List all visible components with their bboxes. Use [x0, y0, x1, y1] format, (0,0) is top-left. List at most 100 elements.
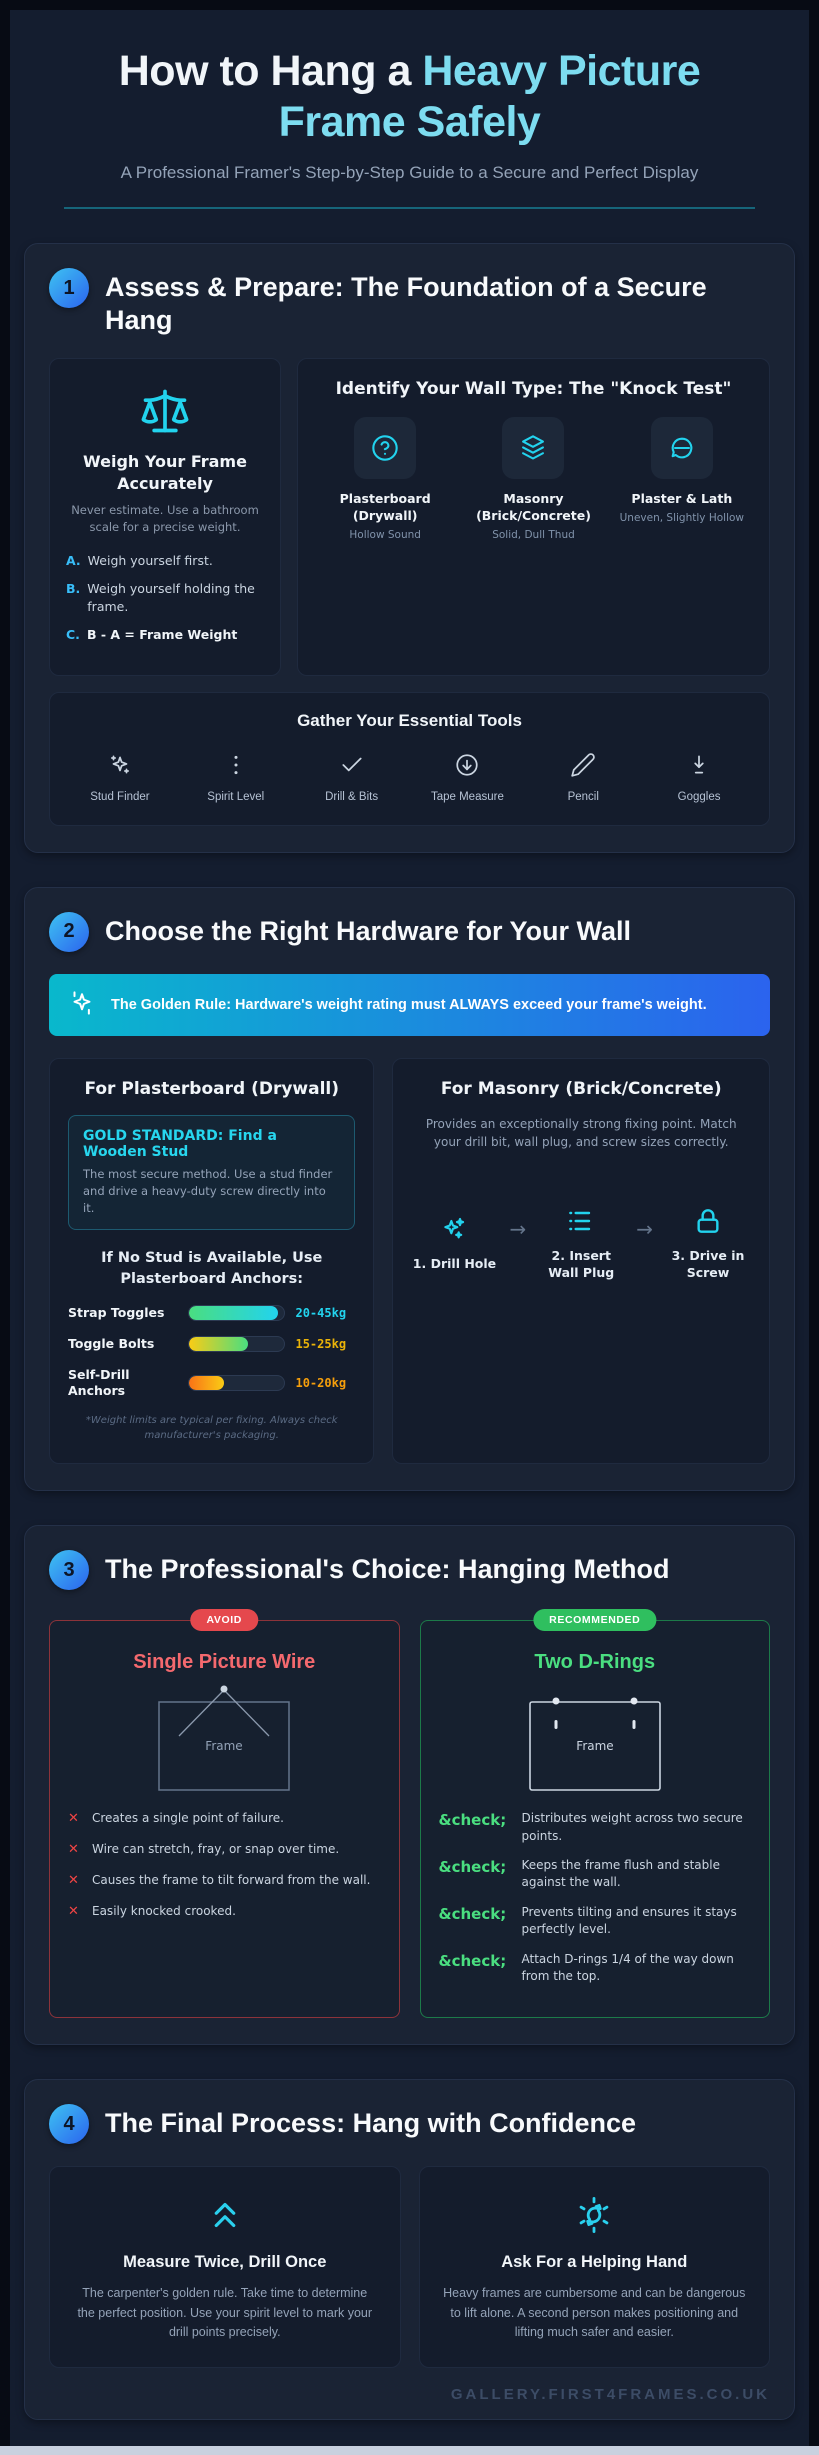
tool-label: Spirit Level [207, 790, 265, 803]
wall-type-plasterboard: Plasterboard (Drywall) Hollow Sound [316, 417, 454, 541]
final-card-desc: Heavy frames are cumbersome and can be d… [443, 2286, 746, 2340]
header: How to Hang a Heavy Picture Frame Safely… [10, 38, 809, 210]
tool-pencil: Pencil [529, 749, 637, 805]
page-title-white: How to Hang a [118, 47, 423, 95]
anchor-label: Strap Toggles [68, 1305, 165, 1321]
measure-twice-card: Measure Twice, Drill Once The carpenter'… [49, 2166, 401, 2368]
final-card-title: Ask For a Helping Hand [501, 2253, 688, 2272]
wall-type-name: Masonry (Brick/Concrete) [476, 491, 591, 524]
point-text: Prevents tilting and ensures it stays pe… [521, 1904, 737, 1937]
section4-header: 4 The Final Process: Hang with Confidenc… [49, 2104, 770, 2145]
recommended-title: Two D-Rings [534, 1651, 656, 1674]
weigh-card-desc: Never estimate. Use a bathroom scale for… [71, 503, 259, 535]
point-text: Distributes weight across two secure poi… [521, 1811, 743, 1843]
point-text: Causes the frame to tilt forward from th… [92, 1873, 371, 1887]
anchors-chart: Strap Toggles 20-45kg Toggle Bolts 15-25… [68, 1305, 355, 1398]
list-item: &check; Distributes weight across two sec… [439, 1810, 752, 1845]
anchor-bar-track [188, 1336, 286, 1353]
knock-test-title: Identify Your Wall Type: The "Knock Test… [335, 379, 732, 400]
recommended-points: &check; Distributes weight across two sec… [439, 1810, 752, 1985]
weigh-card-title: Weigh Your Frame Accurately [83, 452, 247, 493]
point-text: Attach D-rings 1/4 of the way down from … [521, 1951, 734, 1984]
chevrons-up-icon [72, 2193, 378, 2237]
wall-type-sound: Solid, Dull Thud [492, 529, 575, 541]
check-entity-text: &check; [438, 1904, 507, 1923]
step-text: Weigh yourself first. [87, 552, 213, 568]
lock-icon [665, 1204, 751, 1238]
avoid-badge: AVOID [190, 1609, 258, 1632]
arrow-right-icon: → [636, 1216, 653, 1241]
check-entity-text: &check; [438, 1951, 507, 1970]
section-final-process: 4 The Final Process: Hang with Confidenc… [24, 2079, 795, 2420]
step-letter: C. [66, 627, 80, 643]
tools-grid: Stud Finder Spirit Level Drill & Bits Ta… [66, 749, 753, 805]
point-text: Keeps the frame flush and stable against… [521, 1858, 721, 1890]
sun-arrows-icon [442, 2193, 748, 2237]
section-hanging-method: 3 The Professional's Choice: Hanging Met… [24, 1525, 795, 2046]
final-grid: Measure Twice, Drill Once The carpenter'… [49, 2166, 770, 2368]
balance-scale-icon [66, 385, 264, 441]
pencil-icon [529, 749, 637, 781]
section4-title: The Final Process: Hang with Confidence [105, 2108, 637, 2139]
anchor-weight-range: 10-20kg [295, 1375, 347, 1390]
anchors-heading: If No Stud is Available, Use Plasterboar… [101, 1250, 323, 1287]
plasterboard-card: For Plasterboard (Drywall) GOLD STANDARD… [49, 1057, 375, 1465]
section1-grid: Weigh Your Frame Accurately Never estima… [49, 358, 770, 676]
point-text: Easily knocked crooked. [92, 1903, 236, 1918]
wall-type-sound: Uneven, Slightly Hollow [619, 512, 744, 525]
golden-rule-banner: The Golden Rule: Hardware's weight ratin… [49, 973, 770, 1036]
anchors-footnote: *Weight limits are typical per fixing. A… [85, 1415, 338, 1442]
tool-label: Pencil [567, 790, 599, 803]
masonry-steps: 1. Drill Hole → 2. Insert Wall Plug → 3.… [411, 1204, 751, 1282]
masonry-step-label: 2. Insert Wall Plug [548, 1247, 615, 1280]
sparkles-icon [67, 988, 97, 1022]
section1-title: Assess & Prepare: The Foundation of a Se… [105, 272, 707, 335]
weigh-frame-card: Weigh Your Frame Accurately Never estima… [49, 358, 281, 676]
page-title: How to Hang a Heavy Picture Frame Safely [55, 46, 765, 147]
hardware-grid: For Plasterboard (Drywall) GOLD STANDARD… [49, 1057, 770, 1465]
step-letter: A. [66, 552, 81, 568]
step-number-badge: 3 [49, 1550, 89, 1591]
final-card-desc: The carpenter's golden rule. Take time t… [77, 2286, 373, 2340]
golden-rule-text: The Golden Rule: Hardware's weight ratin… [111, 996, 707, 1013]
x-mark-icon: ✕ [68, 1842, 79, 1858]
avoid-points: ✕ Creates a single point of failure. ✕ Wir… [68, 1810, 381, 1921]
step-letter: B. [66, 581, 81, 597]
section3-header: 3 The Professional's Choice: Hanging Met… [49, 1550, 770, 1591]
sparkles-icon [411, 1212, 497, 1246]
tools-card: Gather Your Essential Tools Stud Finder … [49, 691, 770, 826]
masonry-step-plug: 2. Insert Wall Plug [538, 1204, 624, 1282]
recommended-card: RECOMMENDED Two D-Rings Frame &check; Dis… [419, 1609, 770, 2019]
anchor-row-strap-toggles: Strap Toggles 20-45kg [68, 1305, 355, 1322]
anchor-weight-range: 15-25kg [295, 1337, 347, 1352]
check-entity-text: &check; [438, 1811, 507, 1830]
speech-bubble-icon [650, 417, 713, 480]
anchor-bar-fill [189, 1375, 225, 1390]
page-subtitle: A Professional Framer's Step-by-Step Gui… [120, 163, 699, 183]
knock-test-card: Identify Your Wall Type: The "Knock Test… [297, 358, 770, 676]
anchor-row-toggle-bolts: Toggle Bolts 15-25kg [68, 1336, 355, 1353]
list-item: A. Weigh yourself first. [66, 552, 264, 570]
frame-label: Frame [206, 1739, 243, 1753]
section2-header: 2 Choose the Right Hardware for Your Wal… [49, 911, 770, 952]
arrow-right-icon: → [509, 1216, 527, 1241]
tool-label: Goggles [677, 790, 721, 803]
page-title-accent: Heavy Picture Frame Safely [278, 47, 701, 146]
tool-label: Tape Measure [430, 790, 504, 803]
method-grid: AVOID Single Picture Wire Frame ✕ Creates… [49, 1609, 770, 2019]
dots-vertical-icon [182, 749, 290, 781]
list-item: ✕ Easily knocked crooked. [68, 1903, 381, 1922]
masonry-step-drill: 1. Drill Hole [411, 1212, 497, 1273]
wall-types-grid: Plasterboard (Drywall) Hollow Sound Maso… [316, 417, 751, 541]
list-item: ✕ Creates a single point of failure. [68, 1810, 381, 1829]
question-circle-icon [354, 417, 417, 480]
section1-header: 1 Assess & Prepare: The Foundation of a … [49, 268, 770, 336]
gold-standard-box: GOLD STANDARD: Find a Wooden Stud The mo… [68, 1114, 356, 1231]
page-bottom-edge [0, 2445, 819, 2455]
step-number-badge: 4 [49, 2104, 89, 2145]
header-divider [64, 207, 755, 210]
step-number-badge: 1 [49, 268, 89, 309]
d-rings-frame-diagram: Frame [439, 1678, 752, 1800]
single-wire-frame-diagram: Frame [68, 1678, 381, 1800]
tool-label: Stud Finder [90, 790, 150, 803]
